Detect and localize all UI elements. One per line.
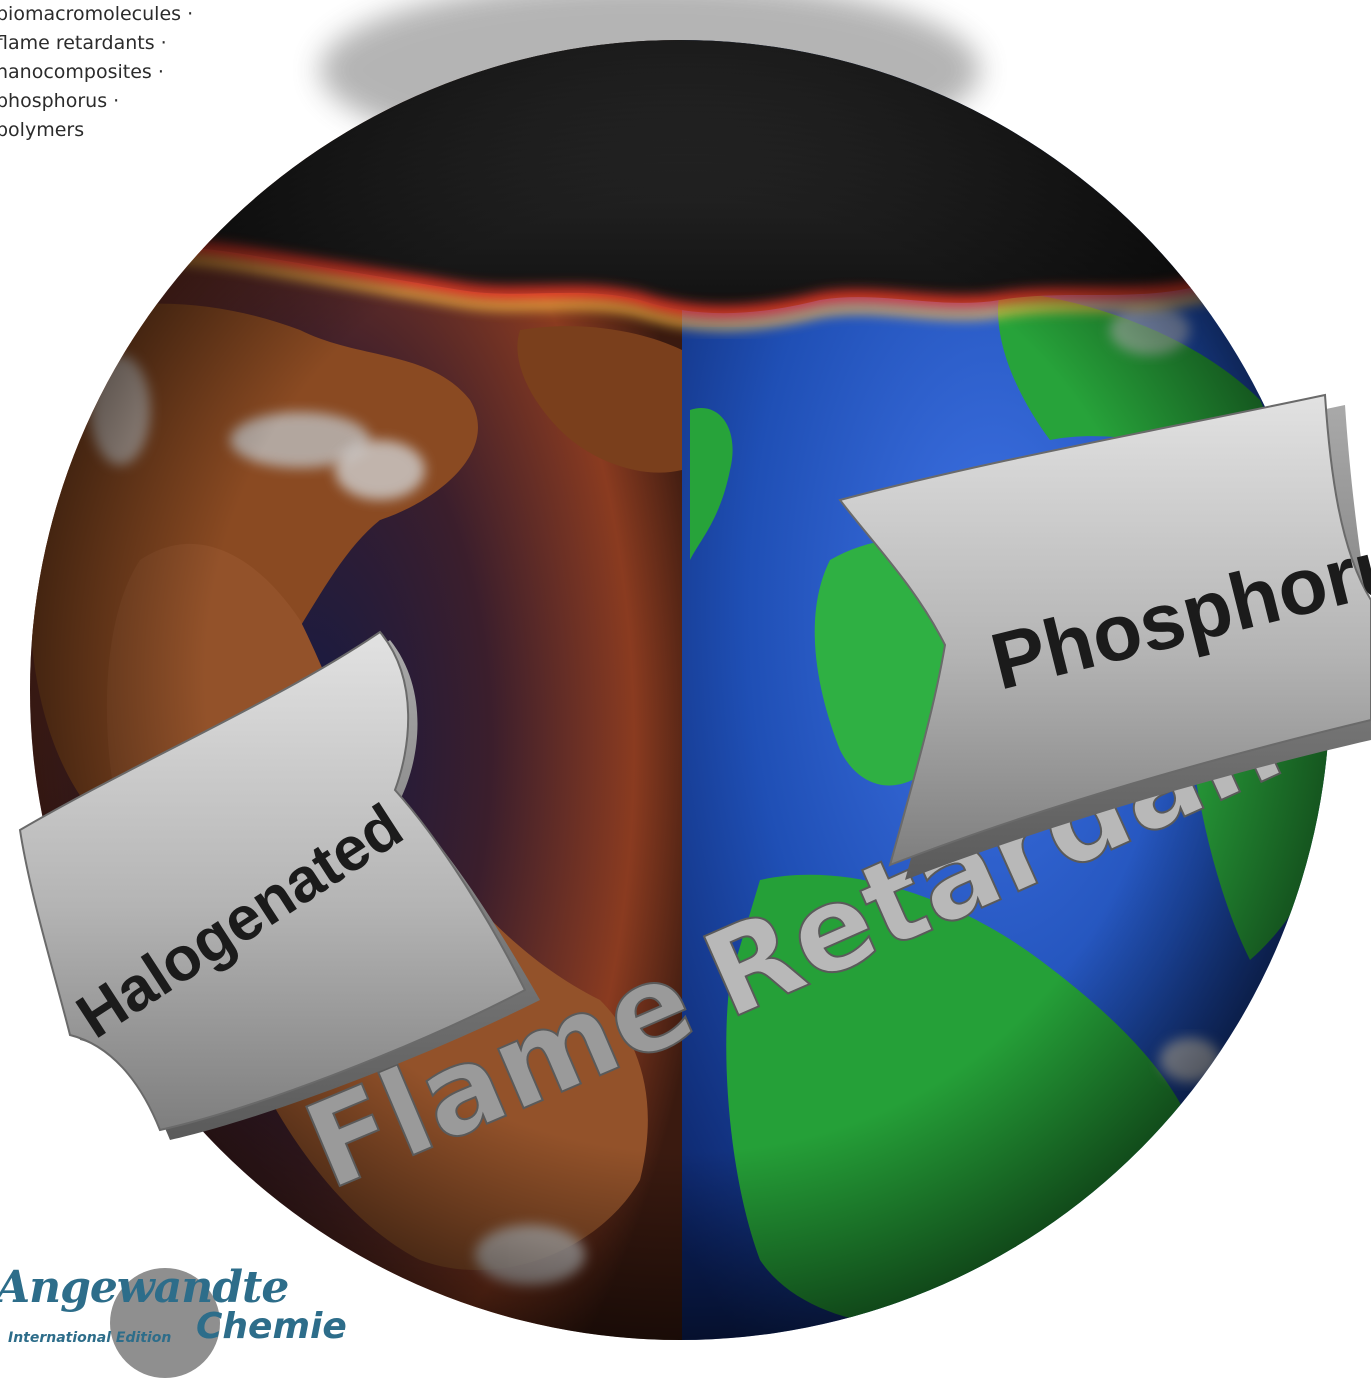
keyword-list: biomacromolecules · flame retardants · n… [0,0,193,145]
banner-face [838,393,1371,867]
keyword-item: biomacromolecules · [0,3,194,25]
keyword-item: nanocomposites · [0,61,164,83]
keyword-item: phosphorus · [0,90,120,112]
logo-edition: International Edition [8,1330,172,1346]
halogenated-banner: Halogenated [18,630,540,1140]
phosphorus-banner: Phosphorus [838,393,1371,880]
keyword-item: flame retardants · [0,32,167,54]
banner-face [18,630,527,1132]
logo-title: Angewandte [0,1262,289,1313]
keyword-item: polymers [0,119,85,141]
journal-logo: Angewandte International Edition Chemie [0,1260,347,1378]
logo-subtitle: Chemie [196,1306,347,1347]
